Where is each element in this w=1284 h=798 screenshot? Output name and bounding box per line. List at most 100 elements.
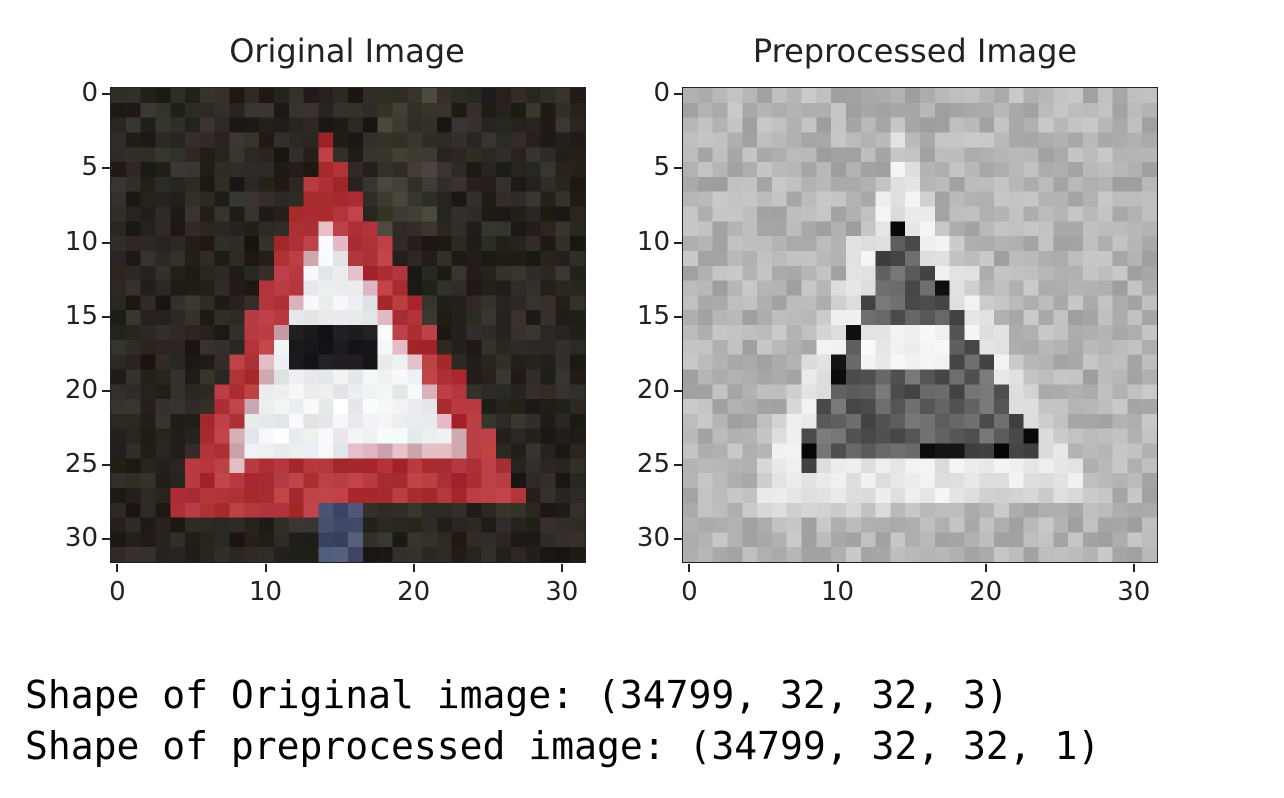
pixel bbox=[466, 443, 482, 459]
pixel bbox=[525, 117, 541, 133]
preprocessed-y-tick-mark bbox=[674, 315, 682, 318]
pixel bbox=[155, 117, 171, 133]
pixel bbox=[845, 191, 862, 207]
pixel bbox=[170, 88, 186, 104]
pixel bbox=[348, 236, 364, 252]
pixel bbox=[1097, 443, 1113, 459]
pixel bbox=[466, 369, 482, 385]
pixel bbox=[436, 502, 452, 518]
pixel bbox=[555, 399, 571, 415]
pixel bbox=[1142, 369, 1157, 385]
pixel bbox=[1068, 532, 1084, 548]
pixel bbox=[1068, 384, 1084, 400]
pixel bbox=[771, 458, 787, 474]
original-x-tick-label: 10 bbox=[248, 577, 283, 607]
pixel bbox=[890, 502, 906, 518]
pixel bbox=[845, 162, 862, 178]
pixel bbox=[481, 532, 497, 548]
pixel bbox=[170, 399, 186, 415]
pixel bbox=[229, 147, 245, 163]
pixel bbox=[890, 295, 906, 311]
pixel bbox=[1112, 502, 1128, 518]
pixel bbox=[816, 162, 832, 178]
pixel bbox=[185, 265, 201, 281]
pixel bbox=[979, 310, 995, 326]
pixel bbox=[801, 162, 817, 178]
pixel bbox=[875, 325, 891, 341]
pixel bbox=[185, 221, 201, 237]
pixel bbox=[436, 532, 452, 548]
pixel bbox=[510, 325, 527, 341]
pixel bbox=[318, 265, 334, 281]
pixel bbox=[905, 443, 921, 459]
pixel bbox=[362, 310, 378, 326]
pixel bbox=[540, 236, 556, 252]
pixel bbox=[333, 532, 349, 548]
pixel bbox=[1038, 517, 1054, 533]
pixel bbox=[422, 547, 438, 562]
pixel bbox=[920, 339, 936, 355]
pixel bbox=[362, 132, 378, 148]
pixel bbox=[771, 191, 787, 207]
pixel bbox=[1023, 532, 1039, 548]
pixel bbox=[170, 517, 186, 533]
pixel bbox=[540, 443, 556, 459]
pixel bbox=[214, 206, 230, 222]
pixel bbox=[525, 250, 541, 267]
pixel bbox=[496, 102, 512, 118]
pixel bbox=[979, 369, 995, 385]
pixel bbox=[757, 132, 773, 148]
pixel bbox=[1023, 325, 1039, 341]
pixel bbox=[111, 132, 127, 148]
pixel bbox=[1127, 236, 1143, 252]
pixel bbox=[949, 132, 965, 148]
pixel bbox=[801, 458, 817, 474]
pixel bbox=[111, 339, 127, 355]
pixel bbox=[333, 176, 349, 192]
pixel bbox=[890, 369, 906, 385]
pixel bbox=[831, 191, 847, 207]
pixel bbox=[407, 354, 423, 370]
pixel bbox=[964, 339, 980, 355]
pixel bbox=[392, 206, 408, 222]
pixel bbox=[259, 399, 275, 415]
pixel bbox=[1082, 384, 1099, 400]
pixel bbox=[451, 384, 467, 400]
pixel bbox=[786, 265, 802, 281]
pixel bbox=[140, 532, 156, 548]
pixel bbox=[905, 547, 921, 562]
pixel bbox=[555, 369, 571, 385]
pixel bbox=[1038, 206, 1054, 222]
pixel bbox=[890, 517, 906, 533]
pixel bbox=[540, 147, 556, 163]
pixel bbox=[540, 384, 556, 400]
pixel bbox=[407, 162, 423, 178]
pixel bbox=[1142, 295, 1157, 311]
pixel bbox=[890, 117, 906, 133]
pixel bbox=[466, 280, 482, 296]
pixel bbox=[362, 413, 378, 429]
pixel bbox=[229, 532, 245, 548]
pixel bbox=[831, 221, 847, 237]
pixel bbox=[510, 295, 527, 311]
pixel bbox=[1082, 502, 1099, 518]
pixel bbox=[1068, 487, 1084, 504]
pixel bbox=[422, 487, 438, 504]
pixel bbox=[111, 310, 127, 326]
pixel bbox=[451, 191, 467, 207]
pixel bbox=[555, 250, 571, 267]
pixel bbox=[525, 369, 541, 385]
pixel bbox=[436, 413, 452, 429]
pixel bbox=[786, 532, 802, 548]
pixel bbox=[1112, 162, 1128, 178]
pixel bbox=[244, 206, 260, 222]
pixel bbox=[259, 250, 275, 267]
pixel bbox=[905, 236, 921, 252]
pixel bbox=[510, 176, 527, 192]
pixel bbox=[540, 295, 556, 311]
pixel bbox=[199, 517, 215, 533]
pixel bbox=[875, 280, 891, 296]
pixel bbox=[727, 369, 743, 385]
pixel bbox=[712, 280, 728, 296]
pixel bbox=[481, 117, 497, 133]
